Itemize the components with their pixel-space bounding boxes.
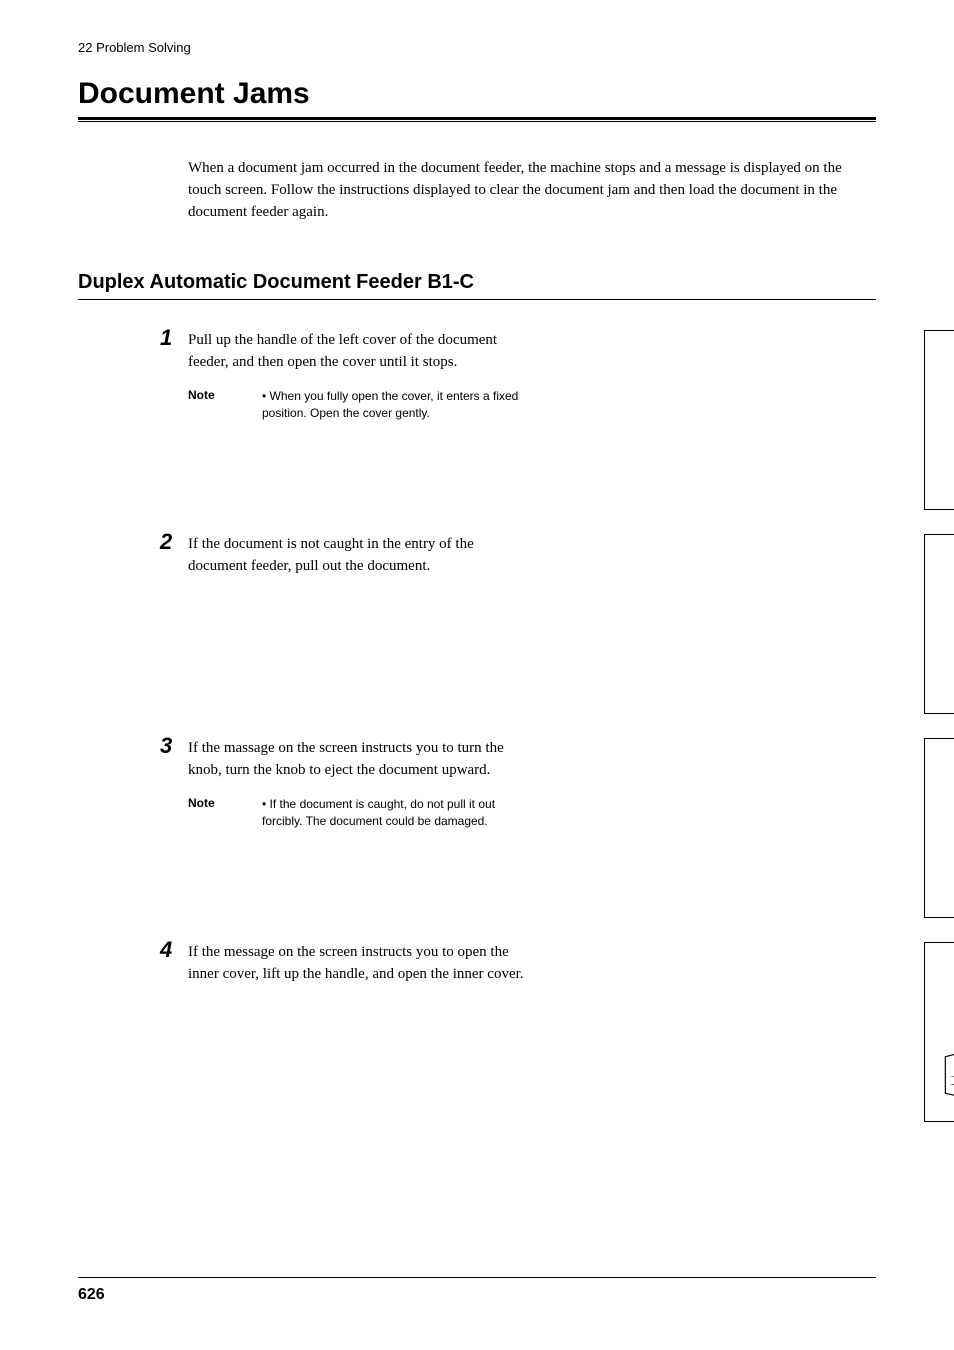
sub-heading: Duplex Automatic Document Feeder B1-C [78,271,876,300]
step-block: 3 If the massage on the screen instructs… [188,738,876,928]
intro-paragraph: When a document jam occurred in the docu… [188,158,876,223]
step-text: If the massage on the screen instructs y… [188,738,526,782]
step-text: If the document is not caught in the ent… [188,534,526,578]
step-block: 4 If the message on the screen instructs… [188,942,876,1132]
step-number: 1 [160,325,172,351]
note-label: Note [188,388,262,422]
note-body: If the document is caught, do not pull i… [262,797,495,828]
note-row: Note • If the document is caught, do not… [188,796,526,830]
chapter-header: 22 Problem Solving [78,40,876,55]
page-number: 626 [78,1286,105,1304]
printer-full-icon [925,331,954,509]
step-figure [924,330,954,510]
feeder-handle-icon [925,943,954,1121]
note-text: • When you fully open the cover, it ente… [262,388,526,422]
note-row: Note • When you fully open the cover, it… [188,388,526,422]
step-figure [924,534,954,714]
step-number: 2 [160,529,172,555]
step-text: If the message on the screen instructs y… [188,942,526,986]
main-heading: Document Jams [78,77,876,120]
step-block: 2 If the document is not caught in the e… [188,534,876,724]
step-figure: Handle [924,942,954,1122]
feeder-open-icon [925,535,954,713]
step-figure: Knob [924,738,954,918]
step-number: 4 [160,937,172,963]
note-label: Note [188,796,262,830]
step-number: 3 [160,733,172,759]
heading-rule [78,121,876,122]
footer-rule [78,1277,876,1278]
step-block: 1 Pull up the handle of the left cover o… [188,330,876,520]
step-text: Pull up the handle of the left cover of … [188,330,526,374]
feeder-knob-icon [925,739,954,917]
note-body: When you fully open the cover, it enters… [262,389,518,420]
note-text: • If the document is caught, do not pull… [262,796,526,830]
